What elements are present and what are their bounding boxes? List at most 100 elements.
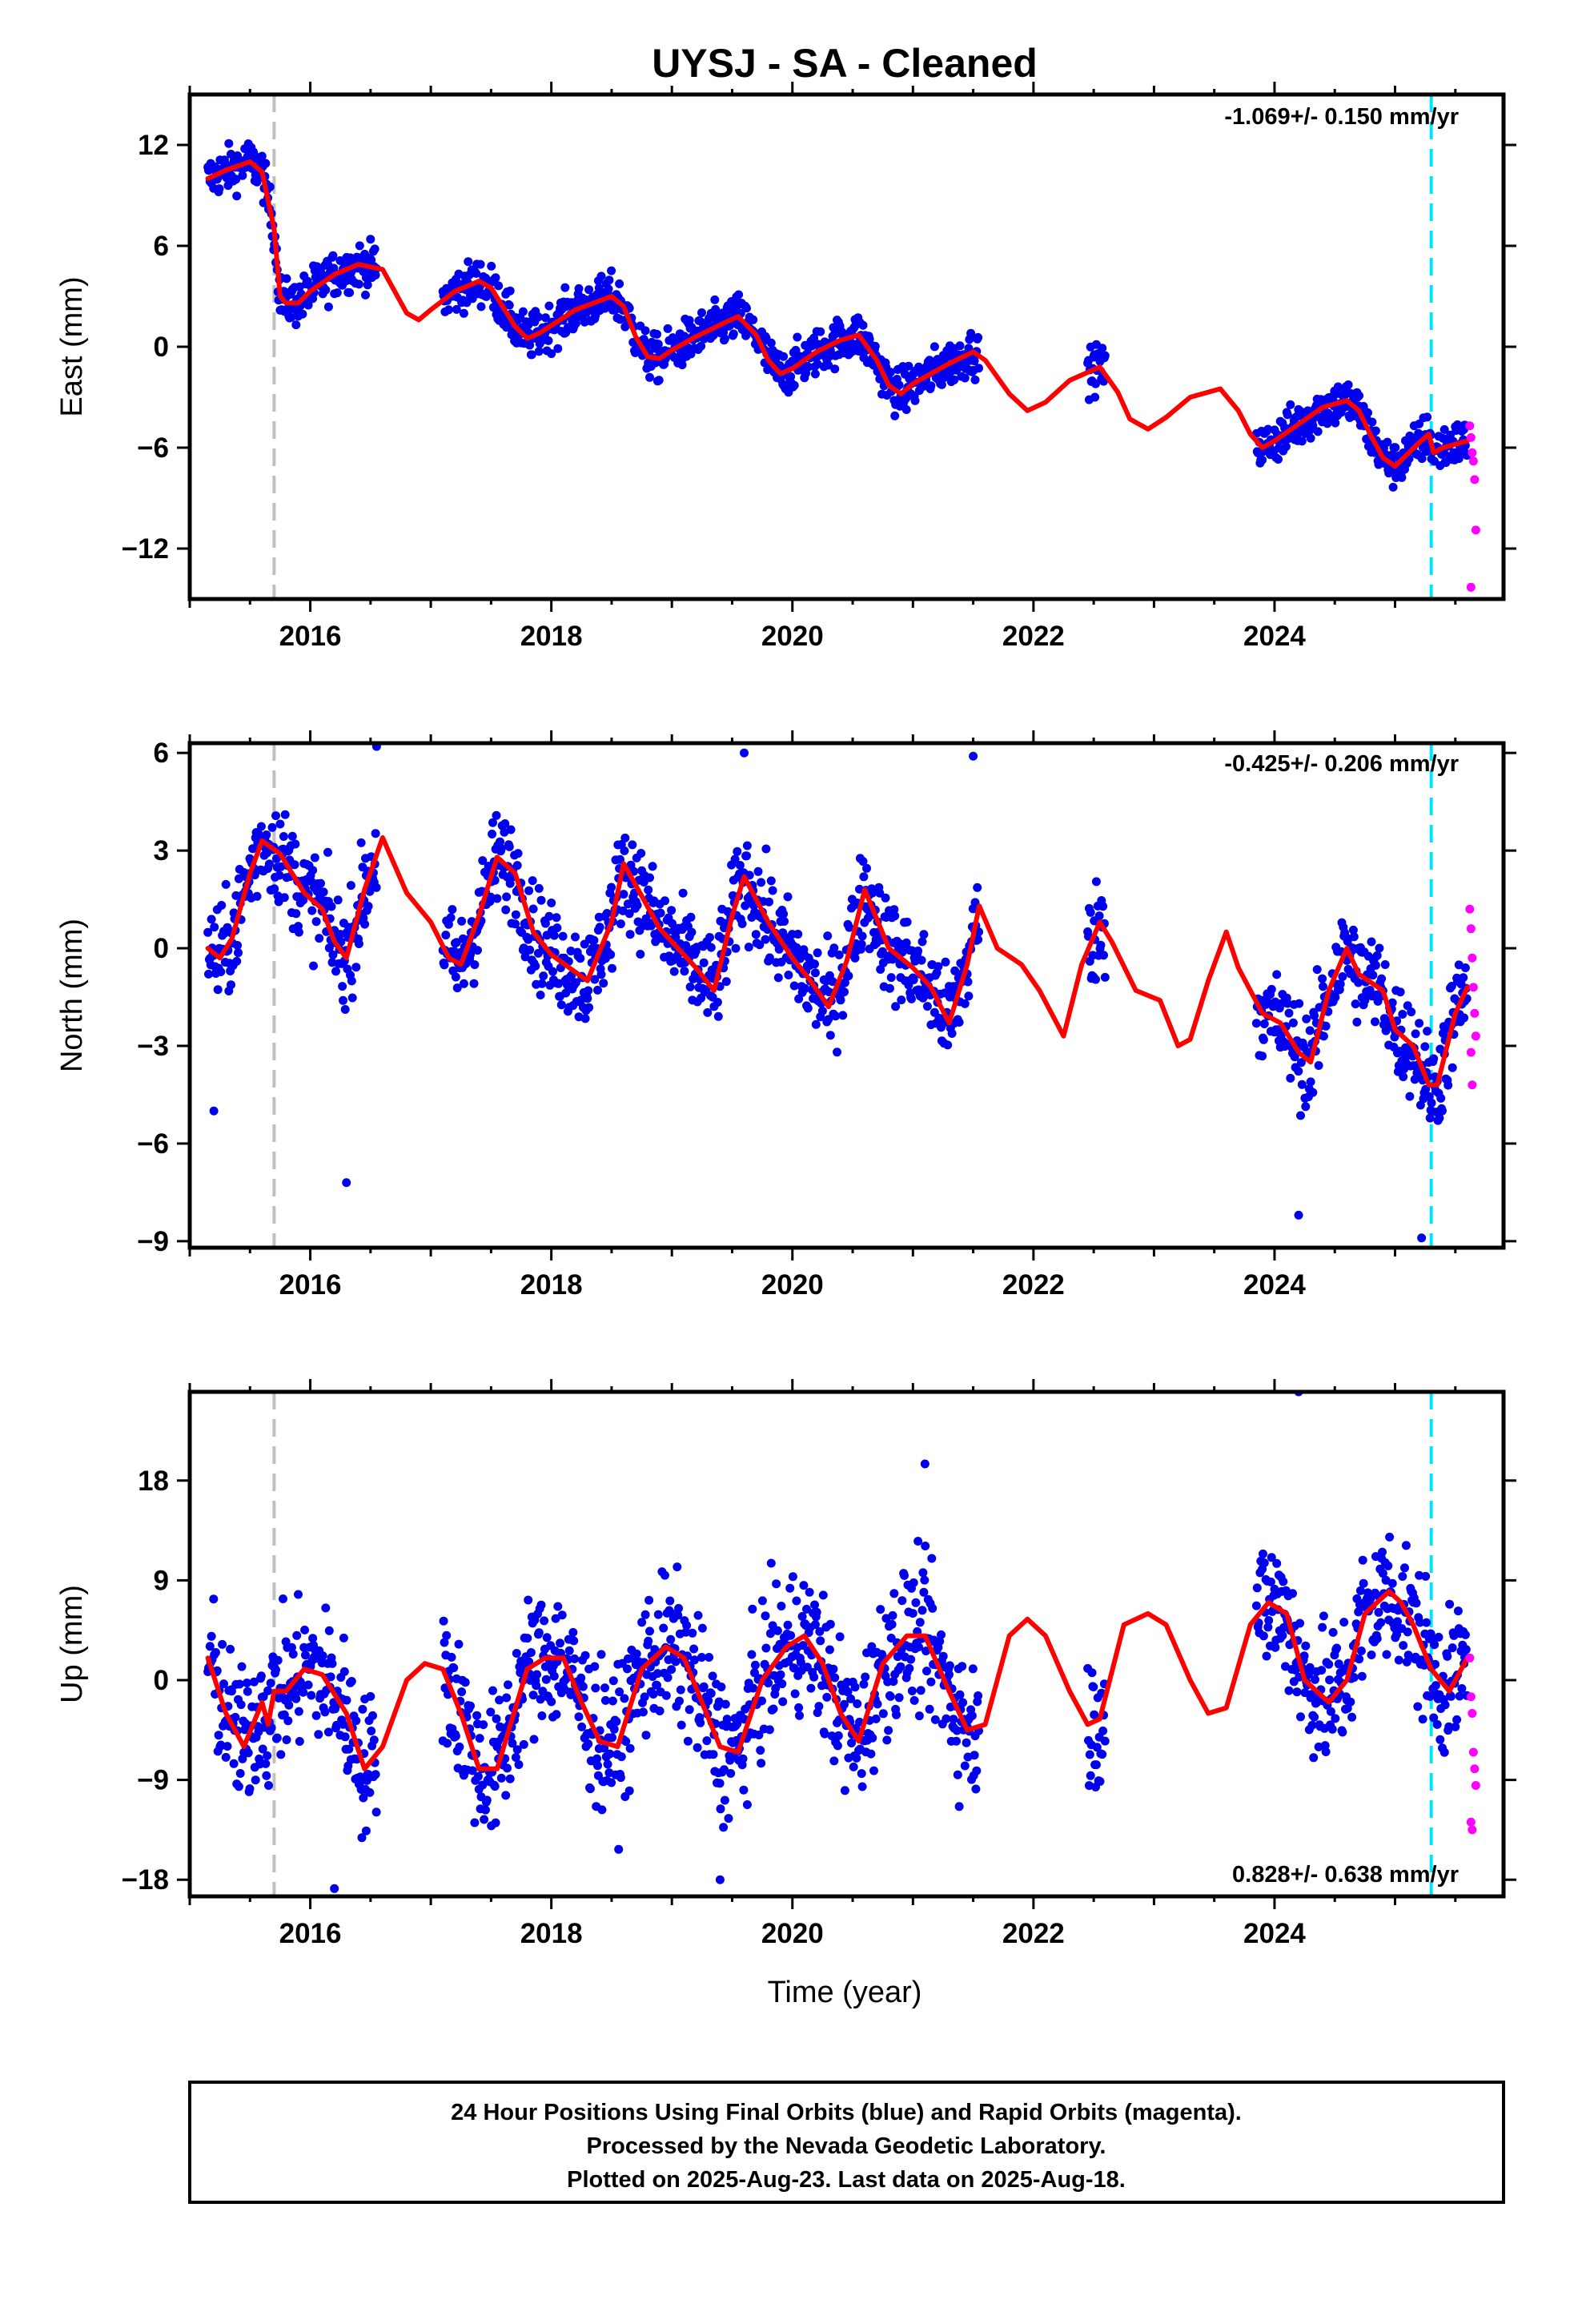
data-point xyxy=(566,947,576,955)
data-point xyxy=(360,919,370,929)
data-point xyxy=(1367,417,1377,427)
data-point xyxy=(661,1570,669,1580)
data-point xyxy=(831,1011,841,1021)
data-point xyxy=(1297,1080,1307,1089)
data-point xyxy=(825,1645,834,1655)
data-point xyxy=(607,266,616,275)
data-point xyxy=(1087,1668,1097,1678)
data-point xyxy=(209,1594,219,1604)
data-point xyxy=(1091,975,1100,984)
data-point xyxy=(868,1733,877,1743)
data-point xyxy=(608,1676,618,1686)
data-point xyxy=(922,1002,932,1011)
data-point xyxy=(664,1655,673,1664)
data-point xyxy=(857,931,867,941)
data-point xyxy=(464,257,473,267)
data-point xyxy=(1455,1691,1464,1701)
data-point xyxy=(267,822,277,832)
plot-frame xyxy=(187,1389,1506,1899)
data-point xyxy=(794,994,804,1003)
data-point xyxy=(847,1739,856,1747)
data-point xyxy=(1430,1640,1439,1650)
outlier-point xyxy=(969,751,978,761)
data-point xyxy=(786,372,796,381)
data-point xyxy=(536,1600,546,1610)
data-point xyxy=(256,822,266,831)
data-point xyxy=(1393,1617,1402,1626)
data-point xyxy=(1100,972,1110,982)
data-point xyxy=(972,1766,982,1775)
data-point xyxy=(596,970,606,979)
data-point xyxy=(605,1749,615,1759)
data-point xyxy=(593,985,602,995)
data-point xyxy=(1283,999,1292,1008)
data-point xyxy=(229,1759,239,1768)
data-point xyxy=(232,956,242,966)
data-point xyxy=(494,281,504,291)
data-point xyxy=(1331,418,1340,428)
data-point xyxy=(472,1711,482,1720)
data-point xyxy=(699,1682,709,1691)
data-point xyxy=(1392,1630,1402,1639)
data-point xyxy=(275,819,285,829)
data-point xyxy=(495,1695,504,1705)
x-tick-label: 2020 xyxy=(761,1269,824,1301)
data-point xyxy=(513,849,523,858)
data-point xyxy=(1307,1720,1317,1730)
data-point xyxy=(492,810,501,820)
data-point xyxy=(858,857,868,866)
data-point xyxy=(1325,1675,1335,1685)
data-point xyxy=(1296,1058,1306,1068)
x-tick-label: 2022 xyxy=(1002,621,1065,652)
data-point xyxy=(459,979,468,988)
data-point xyxy=(697,308,706,317)
data-point xyxy=(576,1673,586,1683)
y-axis-label: East (mm) xyxy=(55,276,89,416)
data-point xyxy=(339,995,347,1005)
data-point xyxy=(600,1683,609,1693)
data-point xyxy=(599,979,608,988)
data-point xyxy=(949,1715,958,1724)
data-point xyxy=(452,983,462,993)
data-point xyxy=(755,940,765,950)
data-point xyxy=(1272,1558,1282,1568)
data-point xyxy=(625,930,635,939)
data-point xyxy=(1301,1102,1311,1112)
data-point xyxy=(527,350,536,360)
x-tick-label: 2016 xyxy=(279,1918,342,1949)
data-point xyxy=(970,1751,979,1760)
data-point xyxy=(540,1616,549,1626)
data-point xyxy=(1331,1714,1340,1723)
data-point xyxy=(779,352,789,361)
rapid-point xyxy=(1466,1047,1476,1057)
data-point xyxy=(838,1011,848,1020)
data-point xyxy=(216,1740,226,1750)
data-point xyxy=(678,888,688,898)
data-point xyxy=(1447,1643,1457,1653)
data-point xyxy=(470,1818,480,1827)
data-point xyxy=(706,1689,716,1699)
data-point xyxy=(720,1765,729,1775)
data-point xyxy=(568,1627,578,1637)
data-point xyxy=(789,1663,799,1673)
data-point xyxy=(696,1718,705,1727)
data-point xyxy=(830,364,840,374)
data-point xyxy=(603,1759,612,1769)
data-point xyxy=(1434,1632,1443,1642)
y-tick-label: 3 xyxy=(154,835,169,866)
data-point xyxy=(1391,443,1400,452)
data-point xyxy=(608,963,616,973)
data-point xyxy=(528,1691,538,1700)
data-point xyxy=(897,1596,907,1606)
data-point xyxy=(327,902,336,911)
data-point xyxy=(665,1596,675,1606)
data-point xyxy=(284,1700,294,1710)
data-point xyxy=(234,948,243,958)
data-point xyxy=(873,1699,882,1709)
data-point xyxy=(955,1690,965,1699)
data-point xyxy=(761,1611,770,1621)
outlier-point xyxy=(1417,1233,1427,1243)
data-point xyxy=(1284,1008,1294,1018)
data-point xyxy=(571,978,580,987)
data-point xyxy=(1098,344,1107,353)
